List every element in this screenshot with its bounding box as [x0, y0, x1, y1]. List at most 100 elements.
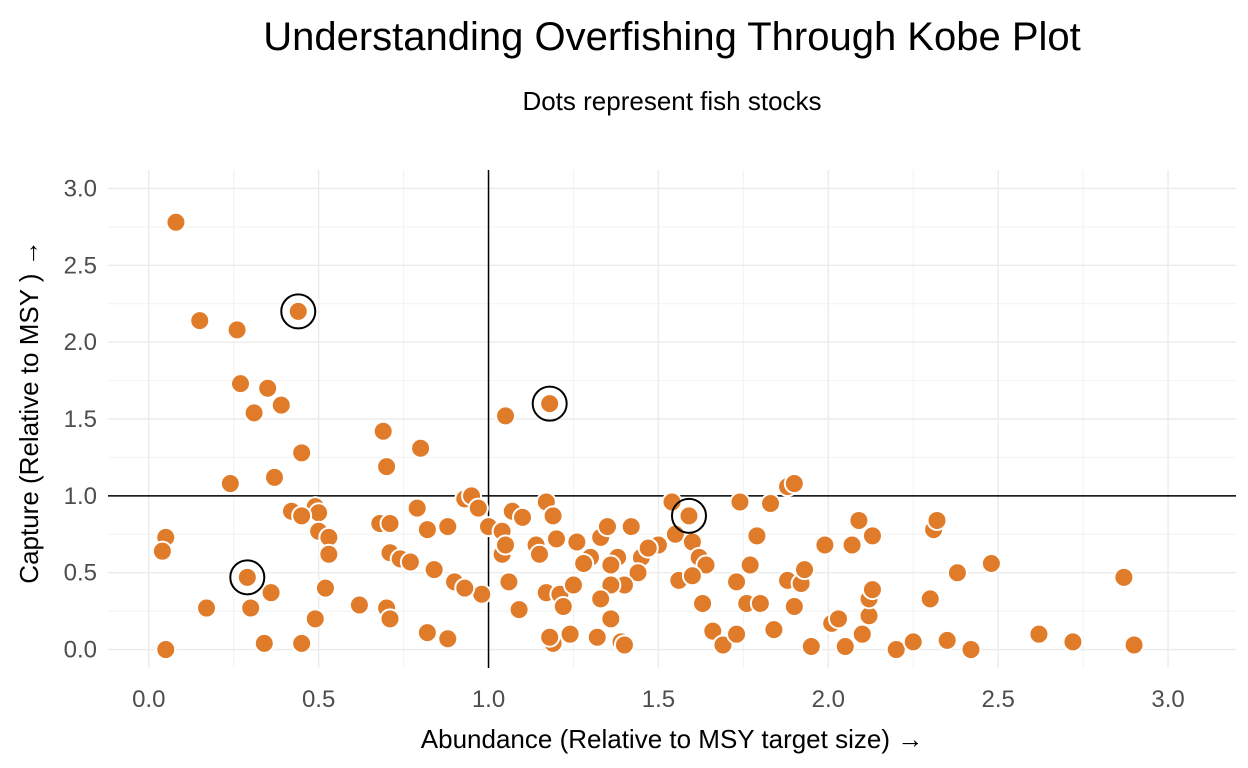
- data-point: [270, 394, 292, 416]
- x-tick-label: 3.0: [1151, 686, 1184, 713]
- y-axis-label: Capture (Relative to MSY ) →: [14, 240, 44, 583]
- data-point: [437, 516, 459, 538]
- data-points: [151, 211, 1145, 661]
- data-point: [155, 639, 177, 661]
- data-point: [467, 497, 489, 519]
- data-point: [980, 552, 1002, 574]
- x-tick-label: 0.5: [302, 686, 335, 713]
- data-point: [678, 505, 700, 527]
- data-point: [236, 566, 258, 588]
- data-point: [495, 405, 517, 427]
- data-point: [528, 543, 550, 565]
- data-point: [1113, 566, 1135, 588]
- data-point: [151, 540, 173, 562]
- data-point: [291, 632, 313, 654]
- data-point: [379, 513, 401, 535]
- y-tick-label: 0.5: [64, 560, 97, 587]
- data-point: [848, 509, 870, 531]
- data-point: [851, 623, 873, 645]
- data-point: [512, 506, 534, 528]
- y-tick-label: 1.0: [64, 483, 97, 510]
- data-point: [861, 579, 883, 601]
- data-point: [230, 373, 252, 395]
- data-point: [318, 543, 340, 565]
- data-point: [240, 597, 262, 619]
- y-axis-ticks: 0.0 0.5 1.0 1.5 2.0 2.5 3.0: [64, 175, 97, 663]
- data-point: [729, 491, 751, 513]
- highlight-ring: [531, 385, 568, 422]
- data-point: [308, 502, 330, 524]
- data-point: [539, 626, 561, 648]
- data-point: [291, 505, 313, 527]
- highlight-ring: [229, 559, 266, 596]
- x-tick-label: 0.0: [132, 686, 165, 713]
- data-point: [600, 574, 622, 596]
- data-point: [586, 626, 608, 648]
- data-point: [562, 574, 584, 596]
- data-point: [800, 635, 822, 657]
- data-point: [827, 608, 849, 630]
- data-point: [702, 620, 724, 642]
- x-tick-label: 2.0: [812, 686, 845, 713]
- data-point: [814, 534, 836, 556]
- x-tick-label: 1.5: [642, 686, 675, 713]
- data-point: [545, 528, 567, 550]
- data-point: [573, 552, 595, 574]
- data-point: [495, 534, 517, 556]
- data-point: [291, 442, 313, 464]
- data-point: [243, 402, 265, 424]
- data-point: [566, 531, 588, 553]
- data-point: [542, 505, 564, 527]
- data-point: [627, 562, 649, 584]
- data-point: [620, 516, 642, 538]
- data-point: [498, 571, 520, 593]
- data-point: [637, 537, 659, 559]
- data-point: [749, 592, 771, 614]
- data-point: [257, 377, 279, 399]
- data-point: [1028, 623, 1050, 645]
- data-point: [437, 628, 459, 650]
- data-point: [226, 319, 248, 341]
- data-point: [416, 622, 438, 644]
- chart-title: Understanding Overfishing Through Kobe P…: [263, 15, 1081, 59]
- highlight-ring: [280, 293, 317, 330]
- data-point: [376, 456, 398, 478]
- data-point: [600, 608, 622, 630]
- data-point: [960, 639, 982, 661]
- data-point: [552, 596, 574, 618]
- data-point: [379, 608, 401, 630]
- data-point: [410, 437, 432, 459]
- data-point: [348, 594, 370, 616]
- data-point: [946, 562, 968, 584]
- x-tick-label: 2.5: [981, 686, 1014, 713]
- data-point: [423, 559, 445, 581]
- data-point: [399, 551, 421, 573]
- y-tick-label: 1.5: [64, 406, 97, 433]
- data-point: [314, 577, 336, 599]
- data-point: [416, 519, 438, 541]
- data-point: [600, 554, 622, 576]
- data-point: [613, 634, 635, 656]
- data-point: [406, 497, 428, 519]
- x-axis-ticks: 0.0 0.5 1.0 1.5 2.0 2.5 3.0: [132, 686, 1185, 713]
- data-point: [263, 466, 285, 488]
- data-point: [287, 300, 309, 322]
- highlight-ring: [670, 497, 707, 534]
- highlighted-stocks: [229, 293, 707, 596]
- chart-subtitle: Dots represent fish stocks: [522, 86, 821, 116]
- data-point: [559, 623, 581, 645]
- data-point: [196, 597, 218, 619]
- data-point: [712, 634, 734, 656]
- data-point: [794, 559, 816, 581]
- y-tick-label: 3.0: [64, 175, 97, 202]
- data-point: [692, 592, 714, 614]
- data-point: [539, 393, 561, 415]
- x-axis-label: Abundance (Relative to MSY target size) …: [421, 724, 923, 754]
- data-point: [726, 623, 748, 645]
- data-point: [841, 534, 863, 556]
- data-point: [746, 525, 768, 547]
- data-point: [596, 516, 618, 538]
- data-point: [695, 554, 717, 576]
- y-tick-label: 2.5: [64, 252, 97, 279]
- data-point: [726, 571, 748, 593]
